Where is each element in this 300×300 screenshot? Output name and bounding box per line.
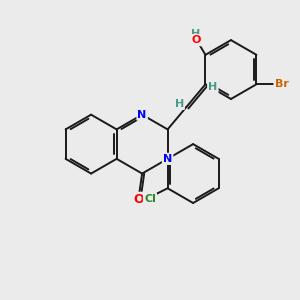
Text: O: O [134,193,145,206]
Text: N: N [137,110,147,120]
Text: Br: Br [274,79,288,89]
Text: Cl: Cl [144,194,156,204]
Text: H: H [175,99,184,109]
Text: H: H [190,28,200,39]
Text: H: H [208,82,218,92]
Text: O: O [192,35,201,45]
Text: N: N [163,154,172,164]
